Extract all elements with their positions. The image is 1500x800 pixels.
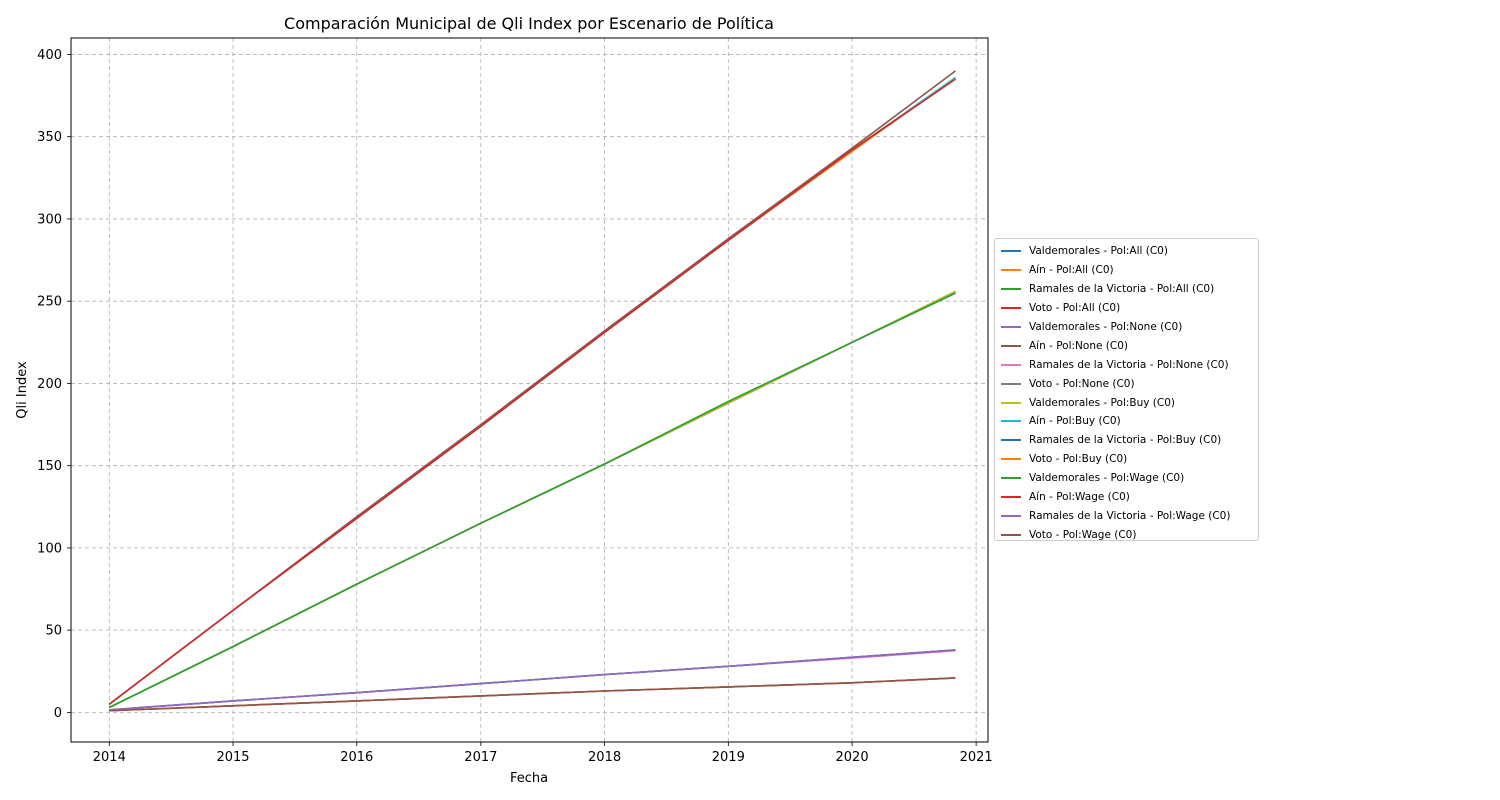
legend-label: Ramales de la Victoria - Pol:None (C0) xyxy=(1029,358,1229,371)
legend-label: Ramales de la Victoria - Pol:All (C0) xyxy=(1029,283,1215,296)
legend-label: Voto - Pol:All (C0) xyxy=(1029,302,1121,315)
legend-item: Ramales de la Victoria - Pol:Wage (C0) xyxy=(1001,506,1252,525)
x-tick-label: 2016 xyxy=(340,750,373,765)
y-tick-label: 400 xyxy=(37,48,62,63)
y-axis-ticks: 0 50 100 150 200 250 300 350 400 xyxy=(37,48,71,721)
legend-label: Valdemorales - Pol:None (C0) xyxy=(1029,321,1183,333)
legend-swatch xyxy=(1001,344,1021,347)
series-line-1 xyxy=(108,76,956,705)
y-tick-label: 350 xyxy=(37,130,62,145)
legend-label: Valdemorales - Pol:Wage (C0) xyxy=(1029,472,1185,485)
y-tick-label: 250 xyxy=(37,295,62,310)
legend-label: Aín - Pol:All (C0) xyxy=(1029,264,1114,277)
legend-swatch xyxy=(1001,401,1021,404)
legend-swatch xyxy=(1001,288,1021,291)
series-line-15 xyxy=(109,677,956,712)
legend-swatch xyxy=(1001,458,1021,461)
chart-legend: Valdemorales - Pol:All (C0) Aín - Pol:All… xyxy=(994,238,1259,541)
legend-item: Voto - Pol:None (C0) xyxy=(1001,374,1252,393)
legend-item: Aín - Pol:Buy (C0) xyxy=(1001,412,1252,431)
legend-swatch xyxy=(1001,307,1021,310)
grid-lines xyxy=(71,38,988,742)
chart-title: Comparación Municipal de Qli Index por E… xyxy=(284,14,774,33)
legend-swatch xyxy=(1001,533,1021,536)
legend-label: Ramales de la Victoria - Pol:Wage (C0) xyxy=(1029,509,1231,522)
x-tick-label: 2015 xyxy=(216,750,249,765)
legend-label: Aín - Pol:Buy (C0) xyxy=(1029,415,1121,428)
legend-item: Ramales de la Victoria - Pol:All (C0) xyxy=(1001,280,1252,299)
legend-swatch xyxy=(1001,477,1021,480)
legend-item: Ramales de la Victoria - Pol:None (C0) xyxy=(1001,355,1252,374)
legend-swatch xyxy=(1001,363,1021,366)
legend-item: Voto - Pol:All (C0) xyxy=(1001,299,1252,318)
legend-item: Valdemorales - Pol:All (C0) xyxy=(1001,242,1252,261)
legend-swatch xyxy=(1001,250,1021,253)
x-tick-label: 2019 xyxy=(712,750,745,765)
legend-label: Aín - Pol:Wage (C0) xyxy=(1029,491,1130,504)
legend-item: Aín - Pol:None (C0) xyxy=(1001,336,1252,355)
x-tick-label: 2020 xyxy=(836,750,869,765)
series-line-12 xyxy=(108,292,956,709)
legend-item: Ramales de la Victoria - Pol:Buy (C0) xyxy=(1001,431,1252,450)
legend-swatch xyxy=(1001,496,1021,499)
y-tick-label: 0 xyxy=(54,706,62,721)
legend-label: Voto - Pol:None (C0) xyxy=(1029,377,1135,390)
y-tick-label: 200 xyxy=(37,377,62,392)
legend-item: Voto - Pol:Wage (C0) xyxy=(1001,525,1252,544)
x-tick-label: 2014 xyxy=(93,750,126,765)
series-line-13 xyxy=(108,78,956,705)
y-tick-label: 100 xyxy=(37,541,62,556)
y-tick-label: 50 xyxy=(45,624,62,639)
legend-label: Valdemorales - Pol:Buy (C0) xyxy=(1029,396,1176,409)
legend-item: Aín - Pol:Wage (C0) xyxy=(1001,488,1252,507)
legend-item: Voto - Pol:Buy (C0) xyxy=(1001,450,1252,469)
legend-swatch xyxy=(1001,326,1021,328)
x-axis-label: Fecha xyxy=(510,771,548,786)
legend-label: Valdemorales - Pol:All (C0) xyxy=(1029,245,1168,258)
legend-item: Valdemorales - Pol:Wage (C0) xyxy=(1001,469,1252,488)
series-line-14 xyxy=(109,649,956,711)
legend-item: Valdemorales - Pol:Buy (C0) xyxy=(1001,393,1252,412)
series-line-9 xyxy=(108,76,956,705)
y-axis-label: Qli Index xyxy=(15,361,30,419)
legend-swatch xyxy=(1001,382,1021,385)
legend-label: Ramales de la Victoria - Pol:Buy (C0) xyxy=(1029,434,1222,447)
plot-frame xyxy=(70,37,989,743)
legend-swatch xyxy=(1001,420,1021,423)
x-tick-label: 2018 xyxy=(588,750,621,765)
x-axis-ticks: 2014 2015 2016 2017 2018 2019 2020 2021 xyxy=(93,742,993,765)
y-tick-label: 150 xyxy=(37,459,62,474)
legend-item: Aín - Pol:All (C0) xyxy=(1001,261,1252,280)
legend-label: Aín - Pol:None (C0) xyxy=(1029,339,1128,352)
legend-label: Voto - Pol:Buy (C0) xyxy=(1029,453,1128,466)
legend-item: Valdemorales - Pol:None (C0) xyxy=(1001,318,1252,337)
y-tick-label: 300 xyxy=(37,212,62,227)
legend-swatch xyxy=(1001,439,1021,442)
legend-label: Voto - Pol:Wage (C0) xyxy=(1029,528,1137,541)
legend-swatch xyxy=(1001,514,1021,517)
x-tick-label: 2021 xyxy=(960,750,993,765)
legend-swatch xyxy=(1001,269,1021,272)
x-tick-label: 2017 xyxy=(464,750,497,765)
series-lines xyxy=(108,70,956,712)
